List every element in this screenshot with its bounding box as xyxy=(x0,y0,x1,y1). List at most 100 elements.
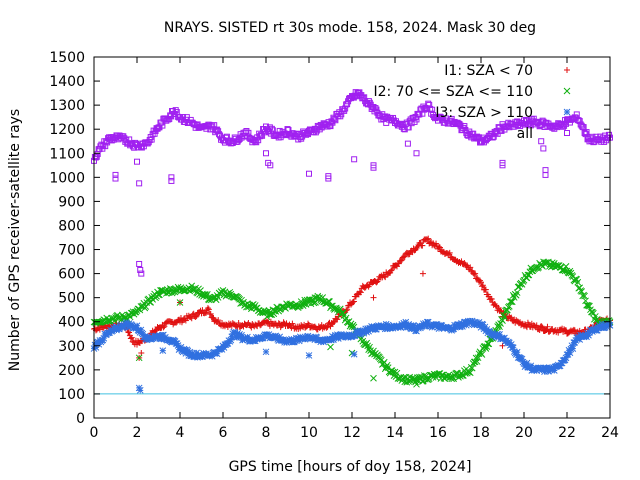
data-point xyxy=(127,335,134,342)
outlier-point xyxy=(312,299,319,306)
data-point xyxy=(400,319,408,327)
data-point xyxy=(238,331,245,339)
data-point xyxy=(446,324,454,331)
data-point xyxy=(424,236,431,243)
data-point xyxy=(268,125,275,132)
data-point xyxy=(234,329,242,337)
y-tick-label: 1300 xyxy=(49,98,85,114)
legend-marker-1 xyxy=(564,67,570,73)
data-point xyxy=(566,349,574,357)
y-tick-label: 1500 xyxy=(49,50,85,66)
data-point xyxy=(180,287,188,295)
data-point xyxy=(567,269,575,277)
data-point xyxy=(373,106,380,113)
outlier-point xyxy=(136,386,144,394)
data-point xyxy=(581,129,588,136)
data-point xyxy=(571,327,578,334)
data-point xyxy=(578,122,585,129)
data-point xyxy=(160,324,167,331)
data-point xyxy=(228,333,236,341)
data-point xyxy=(122,318,130,326)
x-tick-label: 8 xyxy=(262,425,271,441)
data-point xyxy=(501,334,508,342)
data-point xyxy=(576,336,584,343)
data-point xyxy=(583,129,590,136)
x-tick-label: 0 xyxy=(90,425,99,441)
data-point xyxy=(598,320,606,328)
data-point xyxy=(338,309,346,317)
data-point xyxy=(549,364,557,371)
data-point xyxy=(419,242,426,249)
data-point xyxy=(433,321,441,328)
outlier-point xyxy=(370,294,377,301)
data-point xyxy=(471,271,478,278)
outlier-point xyxy=(413,380,420,388)
data-point xyxy=(235,319,242,326)
data-point xyxy=(401,253,408,260)
data-point xyxy=(562,354,570,362)
data-point xyxy=(350,298,357,305)
data-point xyxy=(458,319,465,327)
data-point xyxy=(243,128,250,135)
data-point xyxy=(173,340,181,347)
data-point xyxy=(368,323,375,330)
data-point xyxy=(522,322,529,329)
data-point xyxy=(208,352,216,360)
outlier-point xyxy=(263,150,269,157)
series-3 xyxy=(90,317,614,394)
data-point xyxy=(365,98,372,105)
data-point xyxy=(331,318,338,325)
outlier-point xyxy=(419,270,426,277)
data-point xyxy=(420,322,428,329)
data-point xyxy=(213,350,221,358)
data-point xyxy=(398,321,406,328)
data-point xyxy=(100,334,108,342)
data-point xyxy=(424,318,432,326)
data-point xyxy=(186,348,194,356)
data-point xyxy=(527,122,534,129)
data-point xyxy=(478,351,486,358)
x-tick-label: 18 xyxy=(472,425,490,441)
legend: I1: SZA < 70 I2: 70 <= SZA <= 110 I3: SZA … xyxy=(373,63,571,142)
data-point xyxy=(573,111,580,118)
data-point xyxy=(507,298,515,305)
data-point xyxy=(336,305,344,313)
data-point xyxy=(205,306,212,313)
data-point xyxy=(419,110,426,117)
data-point xyxy=(159,122,166,129)
data-point xyxy=(215,128,222,135)
data-point xyxy=(501,313,508,321)
data-point xyxy=(128,334,135,341)
y-tick-label: 600 xyxy=(58,267,85,283)
data-point xyxy=(181,316,188,323)
data-point xyxy=(116,325,123,333)
data-point xyxy=(263,313,271,321)
data-point xyxy=(436,244,443,251)
data-point xyxy=(360,329,368,337)
data-point xyxy=(590,309,597,317)
data-point xyxy=(471,358,479,366)
outlier-point xyxy=(112,175,119,182)
data-point xyxy=(126,323,134,330)
outlier-point xyxy=(135,354,143,362)
data-point xyxy=(405,320,413,328)
data-point xyxy=(579,331,586,339)
series-layer xyxy=(90,89,614,394)
outlier-point xyxy=(413,150,420,157)
data-point xyxy=(324,323,331,330)
data-point xyxy=(227,336,235,344)
data-point xyxy=(567,345,575,353)
y-tick-label: 100 xyxy=(58,387,85,403)
data-point xyxy=(482,345,490,352)
data-point xyxy=(591,324,599,331)
data-point xyxy=(413,245,420,252)
x-tick-label: 4 xyxy=(176,425,185,441)
data-point xyxy=(154,125,161,132)
data-point xyxy=(508,298,516,306)
legend-label-4: all xyxy=(517,126,533,142)
data-point xyxy=(244,333,251,341)
outlier-point xyxy=(404,140,411,147)
outlier-point xyxy=(301,296,309,304)
outlier-point xyxy=(112,171,119,178)
